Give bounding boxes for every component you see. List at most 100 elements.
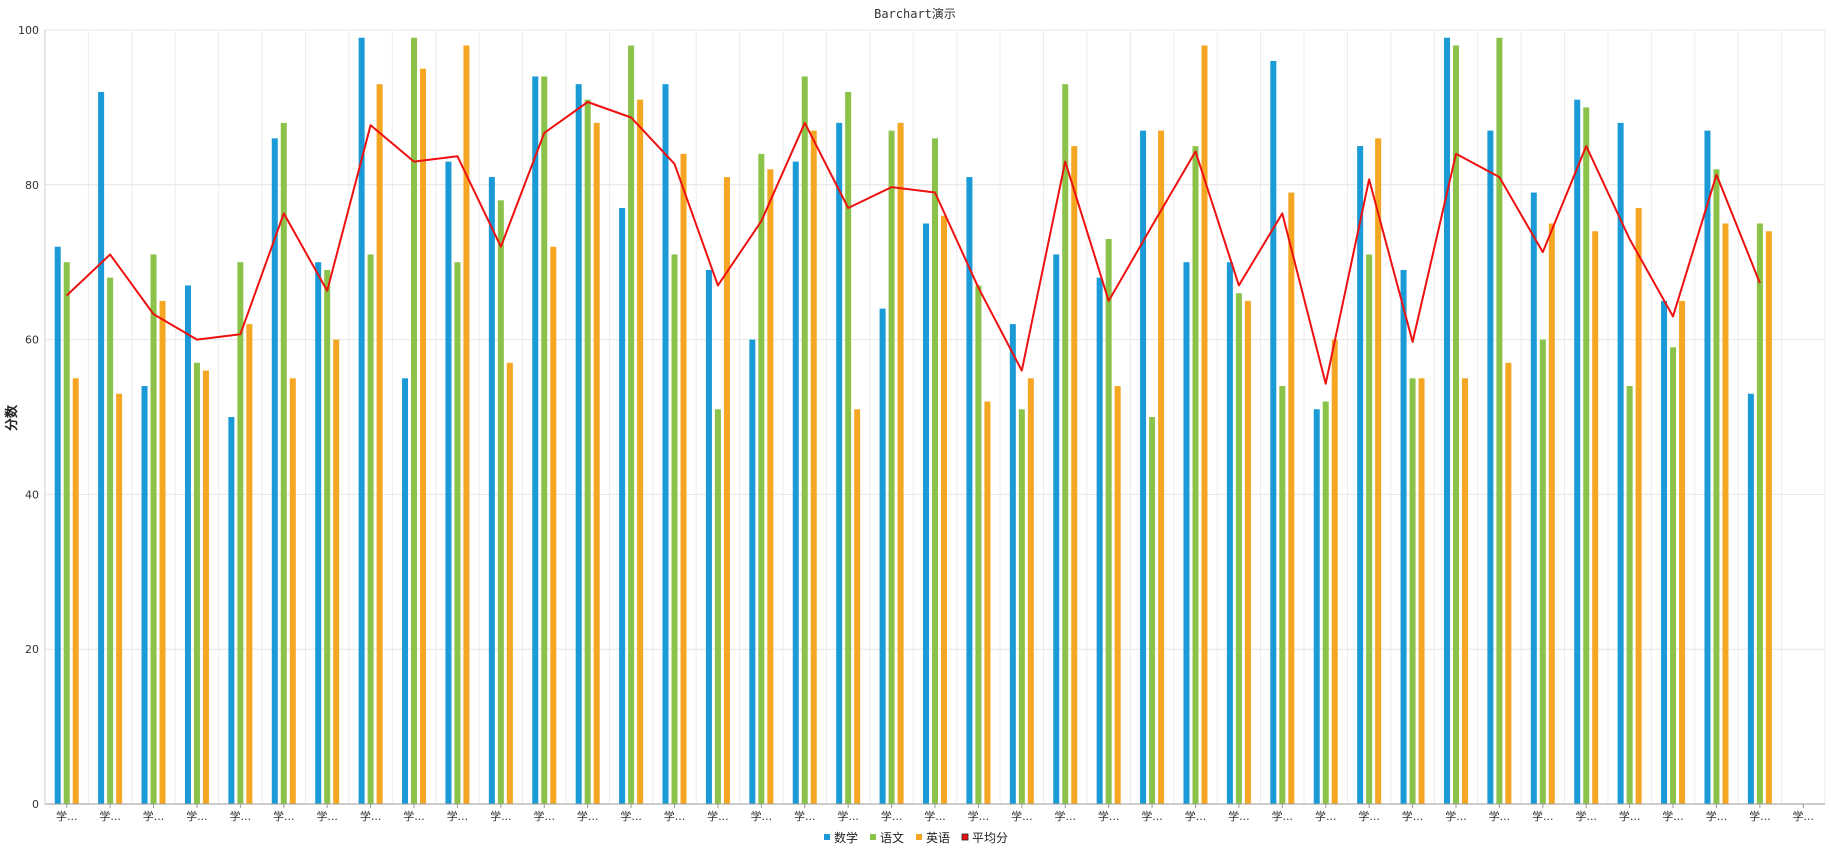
bar-1-19 bbox=[888, 130, 895, 804]
bar-1-4 bbox=[237, 262, 244, 804]
x-tick-label: 学... bbox=[1706, 809, 1728, 823]
bar-2-8 bbox=[420, 68, 427, 804]
x-tick-label: 学... bbox=[1489, 809, 1511, 823]
bar-1-31 bbox=[1409, 378, 1416, 804]
x-tick-label: 学... bbox=[751, 809, 773, 823]
bar-0-15 bbox=[705, 269, 712, 804]
bar-0-38 bbox=[1704, 130, 1711, 804]
x-tick-label: 学... bbox=[534, 809, 556, 823]
bar-2-31 bbox=[1418, 378, 1425, 804]
bar-2-33 bbox=[1505, 362, 1512, 804]
bar-2-28 bbox=[1288, 192, 1295, 805]
bar-2-10 bbox=[506, 362, 513, 804]
bar-0-35 bbox=[1574, 99, 1581, 804]
legend[interactable]: 数学 语文 英语 平均分 bbox=[824, 830, 1008, 845]
bar-0-7 bbox=[358, 37, 365, 805]
x-tick-label: 学... bbox=[1575, 809, 1597, 823]
x-tick-label: 学... bbox=[1098, 809, 1120, 823]
bar-0-39 bbox=[1747, 393, 1754, 804]
legend-item-0[interactable]: 数学 bbox=[824, 830, 858, 845]
legend-label: 英语 bbox=[926, 831, 950, 845]
bar-1-22 bbox=[1018, 409, 1025, 804]
axes: 0 20 40 60 80 100 学... 学... 学... 学... 学... 学... 学...… bbox=[18, 24, 1825, 823]
bar-2-27 bbox=[1244, 300, 1251, 804]
bar-0-0 bbox=[54, 246, 61, 805]
bar-1-23 bbox=[1062, 84, 1069, 805]
bar-0-24 bbox=[1096, 277, 1103, 804]
x-tick-label: 学... bbox=[1141, 809, 1163, 823]
x-tick-label: 学... bbox=[490, 809, 512, 823]
bar-1-30 bbox=[1366, 254, 1373, 804]
bar-1-17 bbox=[801, 76, 808, 804]
bar-0-14 bbox=[662, 84, 669, 805]
bar-1-20 bbox=[932, 138, 938, 805]
y-tick-label: 100 bbox=[18, 24, 39, 37]
x-tick-label: 学... bbox=[230, 809, 252, 823]
bar-1-12 bbox=[584, 99, 591, 804]
bar-1-11 bbox=[541, 76, 548, 804]
x-tick-label: 学... bbox=[881, 809, 903, 823]
bar-2-21 bbox=[984, 401, 991, 804]
bar-0-17 bbox=[792, 161, 799, 804]
x-tick-label: 学... bbox=[1228, 809, 1250, 823]
bar-0-12 bbox=[575, 84, 582, 805]
x-tick-label: 学... bbox=[664, 809, 686, 823]
legend-item-2[interactable]: 英语 bbox=[916, 831, 950, 845]
bar-1-16 bbox=[758, 153, 765, 805]
legend-swatch bbox=[916, 834, 922, 840]
legend-label: 语文 bbox=[880, 830, 904, 845]
bar-1-1 bbox=[107, 277, 114, 804]
bar-1-7 bbox=[367, 254, 374, 804]
x-tick-label: 学... bbox=[968, 809, 990, 823]
bar-1-18 bbox=[845, 91, 852, 805]
bar-0-9 bbox=[445, 161, 452, 804]
bar-2-11 bbox=[550, 246, 557, 805]
bar-1-21 bbox=[975, 285, 982, 804]
bar-1-33 bbox=[1496, 37, 1503, 805]
bar-1-6 bbox=[324, 269, 331, 804]
bar-2-9 bbox=[463, 45, 470, 805]
bar-0-8 bbox=[402, 378, 409, 804]
bar-0-1 bbox=[98, 91, 105, 805]
x-tick-label: 学... bbox=[794, 809, 816, 823]
bar-1-39 bbox=[1756, 223, 1763, 804]
bar-2-18 bbox=[854, 409, 861, 804]
bar-2-13 bbox=[637, 99, 644, 804]
legend-swatch bbox=[824, 834, 830, 840]
bar-0-11 bbox=[532, 76, 539, 804]
legend-swatch bbox=[870, 834, 876, 840]
bar-1-13 bbox=[628, 45, 635, 805]
x-tick-label: 学... bbox=[403, 809, 425, 823]
x-tick-label: 学... bbox=[1619, 809, 1641, 823]
x-tick-label: 学... bbox=[99, 809, 121, 823]
legend-item-3[interactable]: 平均分 bbox=[961, 831, 1008, 845]
bar-2-30 bbox=[1375, 138, 1382, 805]
bar-0-33 bbox=[1487, 130, 1494, 804]
legend-item-1[interactable]: 语文 bbox=[870, 830, 904, 845]
x-tick-label: 学... bbox=[837, 809, 859, 823]
bar-2-36 bbox=[1635, 208, 1642, 804]
bar-0-16 bbox=[749, 339, 756, 804]
x-tick-label: 学... bbox=[707, 809, 729, 823]
bar-2-4 bbox=[246, 324, 253, 804]
x-tick-label: 学... bbox=[447, 809, 469, 823]
bar-0-28 bbox=[1270, 60, 1277, 804]
x-tick-label: 学... bbox=[1011, 809, 1033, 823]
bar-1-26 bbox=[1192, 146, 1199, 805]
bar-2-2 bbox=[159, 300, 166, 804]
bar-2-32 bbox=[1461, 378, 1468, 804]
bar-1-29 bbox=[1322, 401, 1329, 804]
bar-0-5 bbox=[271, 138, 278, 805]
bar-1-3 bbox=[193, 362, 200, 804]
x-tick-label: 学... bbox=[1793, 809, 1815, 823]
bar-1-38 bbox=[1713, 169, 1720, 804]
bar-2-23 bbox=[1071, 146, 1078, 805]
bar-2-5 bbox=[289, 378, 296, 804]
bar-2-34 bbox=[1548, 223, 1555, 804]
bar-0-30 bbox=[1357, 146, 1364, 805]
x-tick-label: 学... bbox=[1749, 809, 1771, 823]
bar-2-0 bbox=[72, 378, 79, 804]
bar-1-27 bbox=[1235, 293, 1242, 804]
x-tick-label: 学... bbox=[1532, 809, 1554, 823]
